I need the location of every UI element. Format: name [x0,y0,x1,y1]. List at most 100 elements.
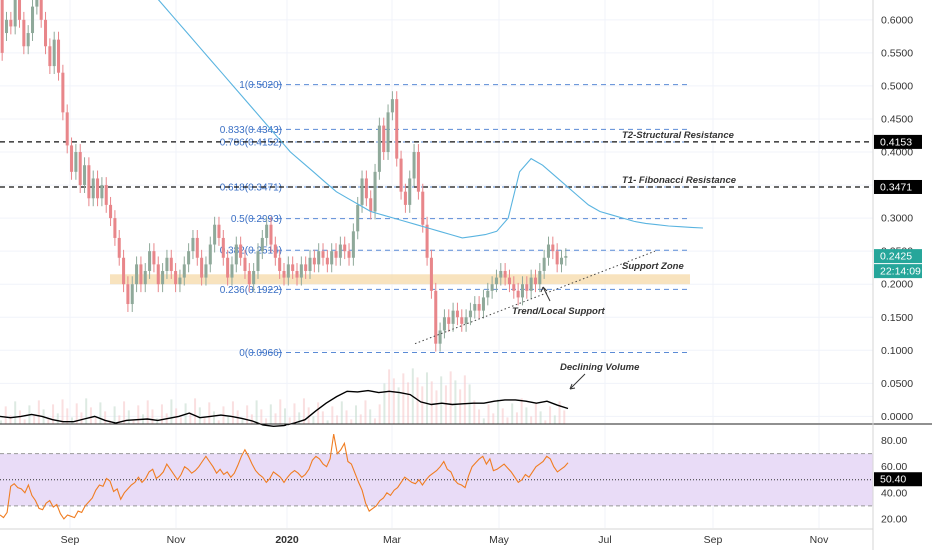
candle-body [447,317,451,324]
volume-bar [392,378,395,425]
candle-body [187,251,191,265]
volume-bar [312,416,315,425]
time-axis-label: Sep [61,534,80,546]
candle-body [204,264,208,278]
candle-body [269,224,273,245]
candle-body [165,257,169,271]
candle-body [247,270,251,285]
candle-body [239,244,243,258]
candle-body [408,178,412,205]
time-axis-label: 2020 [275,534,299,546]
candle-body [161,270,165,285]
candle-body [61,72,65,113]
candle-body [152,251,156,265]
fib-level-label: 0.618(0.3471) [220,182,282,193]
volume-bar [317,402,320,425]
volume-bar [52,404,55,425]
candle-body [57,39,61,73]
candle-body [295,270,299,278]
trend-local-support-line[interactable] [414,250,656,345]
fib-level-label: 0.5(0.2993) [231,214,282,225]
price-tick-label: 0.4000 [881,147,913,159]
fibonacci-retracement[interactable]: 1(0.5020) 0.833(0.4343)0.786(0.4152) 0.618… [220,80,690,359]
volume-bar [108,420,111,425]
candle-body [434,290,438,344]
volume-bar [198,407,201,425]
candle-body [4,19,9,34]
candle-body [52,39,56,67]
resistance-lines[interactable]: T2-Structural Resistance T1- Fibonacci Re… [0,130,873,188]
candle-body [490,284,494,291]
volume-bar [94,416,97,425]
volume-bar [265,418,268,425]
volume-bar [444,385,447,425]
volume-bar [260,409,263,425]
fib-level-label: 0.382(0.2514) [220,246,282,257]
volume-bar [279,399,282,425]
candle-body [507,277,511,285]
candle-body [347,251,351,258]
volume-bar [378,404,381,425]
price-tick-label: 0.1500 [881,312,913,324]
candle-body [169,257,173,271]
volume-bar [388,369,391,425]
rsi-pane[interactable] [0,425,873,528]
volume-bar [340,401,343,425]
volume-bar [284,408,286,425]
volume-bar [549,406,552,425]
volume-bar [478,409,481,425]
candle-body [230,264,234,278]
volume-bar [326,420,329,425]
volume-bar [66,408,69,425]
candle-body [44,19,48,47]
price-scale[interactable]: 0.60000.55000.50000.45000.40000.35000.30… [872,0,922,550]
volume-bar [558,401,561,425]
candle-body [286,264,290,278]
volume-label-arrow [569,373,586,390]
volume-bar [345,410,348,425]
candle-body [442,317,446,331]
time-axis[interactable]: Sep Nov 2020 Mar May Jul Sep Nov [0,528,873,546]
price-tick-label: 0.6000 [881,14,913,26]
candle-body [520,284,524,298]
candle-body [260,237,264,252]
time-axis-label: Sep [704,534,723,546]
candle-body [109,204,113,219]
resistance-t1-tag: 0.3471 [880,181,912,193]
volume-bar [430,381,433,425]
candle-body [533,277,537,285]
candle-body [412,152,416,179]
candle-body [421,191,425,225]
candle-body [503,270,507,278]
volume-bar [56,413,59,425]
volume-bar [255,400,258,425]
volume-average-line [0,389,569,428]
candle-body [377,125,381,172]
candle-body [451,310,455,324]
volume-bar [99,402,102,425]
volume-bar [563,410,566,425]
support-zone [110,274,690,285]
volume-bar [241,419,244,425]
candle-body [178,277,182,285]
fib-level-label: 0.786(0.4152) [220,137,282,148]
volume-bar [402,373,405,425]
volume-bar [421,386,424,425]
volume-bar [250,414,253,425]
time-axis-labels: Sep Nov 2020 Mar May Jul Sep Nov [61,534,829,546]
resistance-t2-tag-bg [874,134,922,149]
volume-bar [364,400,367,425]
candle-body [91,178,95,199]
candle-body [234,244,238,265]
resistance-t1-tag-bg [874,179,922,194]
time-axis-label: May [489,534,510,546]
candle-body [9,19,13,27]
volume-bar [47,418,50,425]
fib-level-label: 0.236(0.1922) [220,285,282,296]
volume-bar [118,415,121,425]
candle-body [364,178,368,199]
candle-body [546,244,551,258]
price-pane[interactable]: 1(0.5020) 0.833(0.4343)0.786(0.4152) 0.618… [0,0,873,428]
